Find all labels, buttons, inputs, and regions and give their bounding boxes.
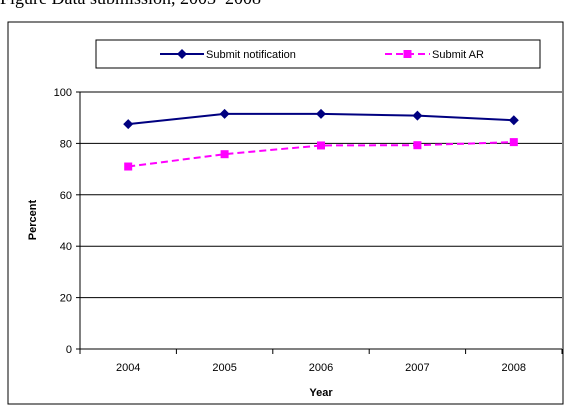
x-tick-label: 2007 [405, 362, 429, 374]
legend-label: Submit notification [206, 49, 296, 61]
legend-item: Submit AR [385, 49, 484, 61]
y-tick-label: 80 [60, 138, 72, 150]
x-tick-label: 2006 [309, 362, 333, 374]
y-tick-labels: 0 20 40 60 80 100 [54, 87, 72, 356]
y-axis-title: Percent [27, 199, 39, 240]
data-point [219, 108, 230, 119]
x-tick-labels: 2004 2005 2006 2007 2008 [116, 362, 526, 374]
y-tick-label: 100 [54, 87, 72, 99]
data-point [509, 138, 518, 147]
data-point [123, 119, 134, 130]
legend-item: Submit notification [160, 49, 296, 61]
axes [76, 91, 563, 354]
series-1 [123, 108, 519, 130]
legend-marker [403, 50, 412, 58]
legend-label: Submit AR [432, 49, 484, 61]
plot-area [80, 92, 562, 349]
y-tick-label: 40 [60, 241, 72, 253]
series-2 [124, 138, 518, 171]
data-point [508, 115, 519, 126]
x-tick-label: 2005 [212, 362, 236, 374]
x-axis-title: Year [309, 387, 333, 399]
y-tick-label: 20 [60, 293, 72, 305]
data-point [413, 141, 422, 150]
legend-marker [177, 49, 187, 59]
legend: Submit notification Submit AR [95, 39, 541, 69]
data-point [124, 162, 133, 171]
x-tick-label: 2004 [116, 362, 140, 374]
data-point [316, 108, 326, 119]
data-point [317, 141, 325, 150]
y-tick-label: 60 [60, 190, 72, 202]
data-point [412, 110, 423, 121]
series-group [123, 108, 519, 171]
x-tick-label: 2008 [502, 362, 526, 374]
data-point [220, 150, 229, 159]
y-tick-label: 0 [66, 344, 72, 356]
figure-caption: Figure Data submission, 2003–2008 [0, 0, 261, 9]
